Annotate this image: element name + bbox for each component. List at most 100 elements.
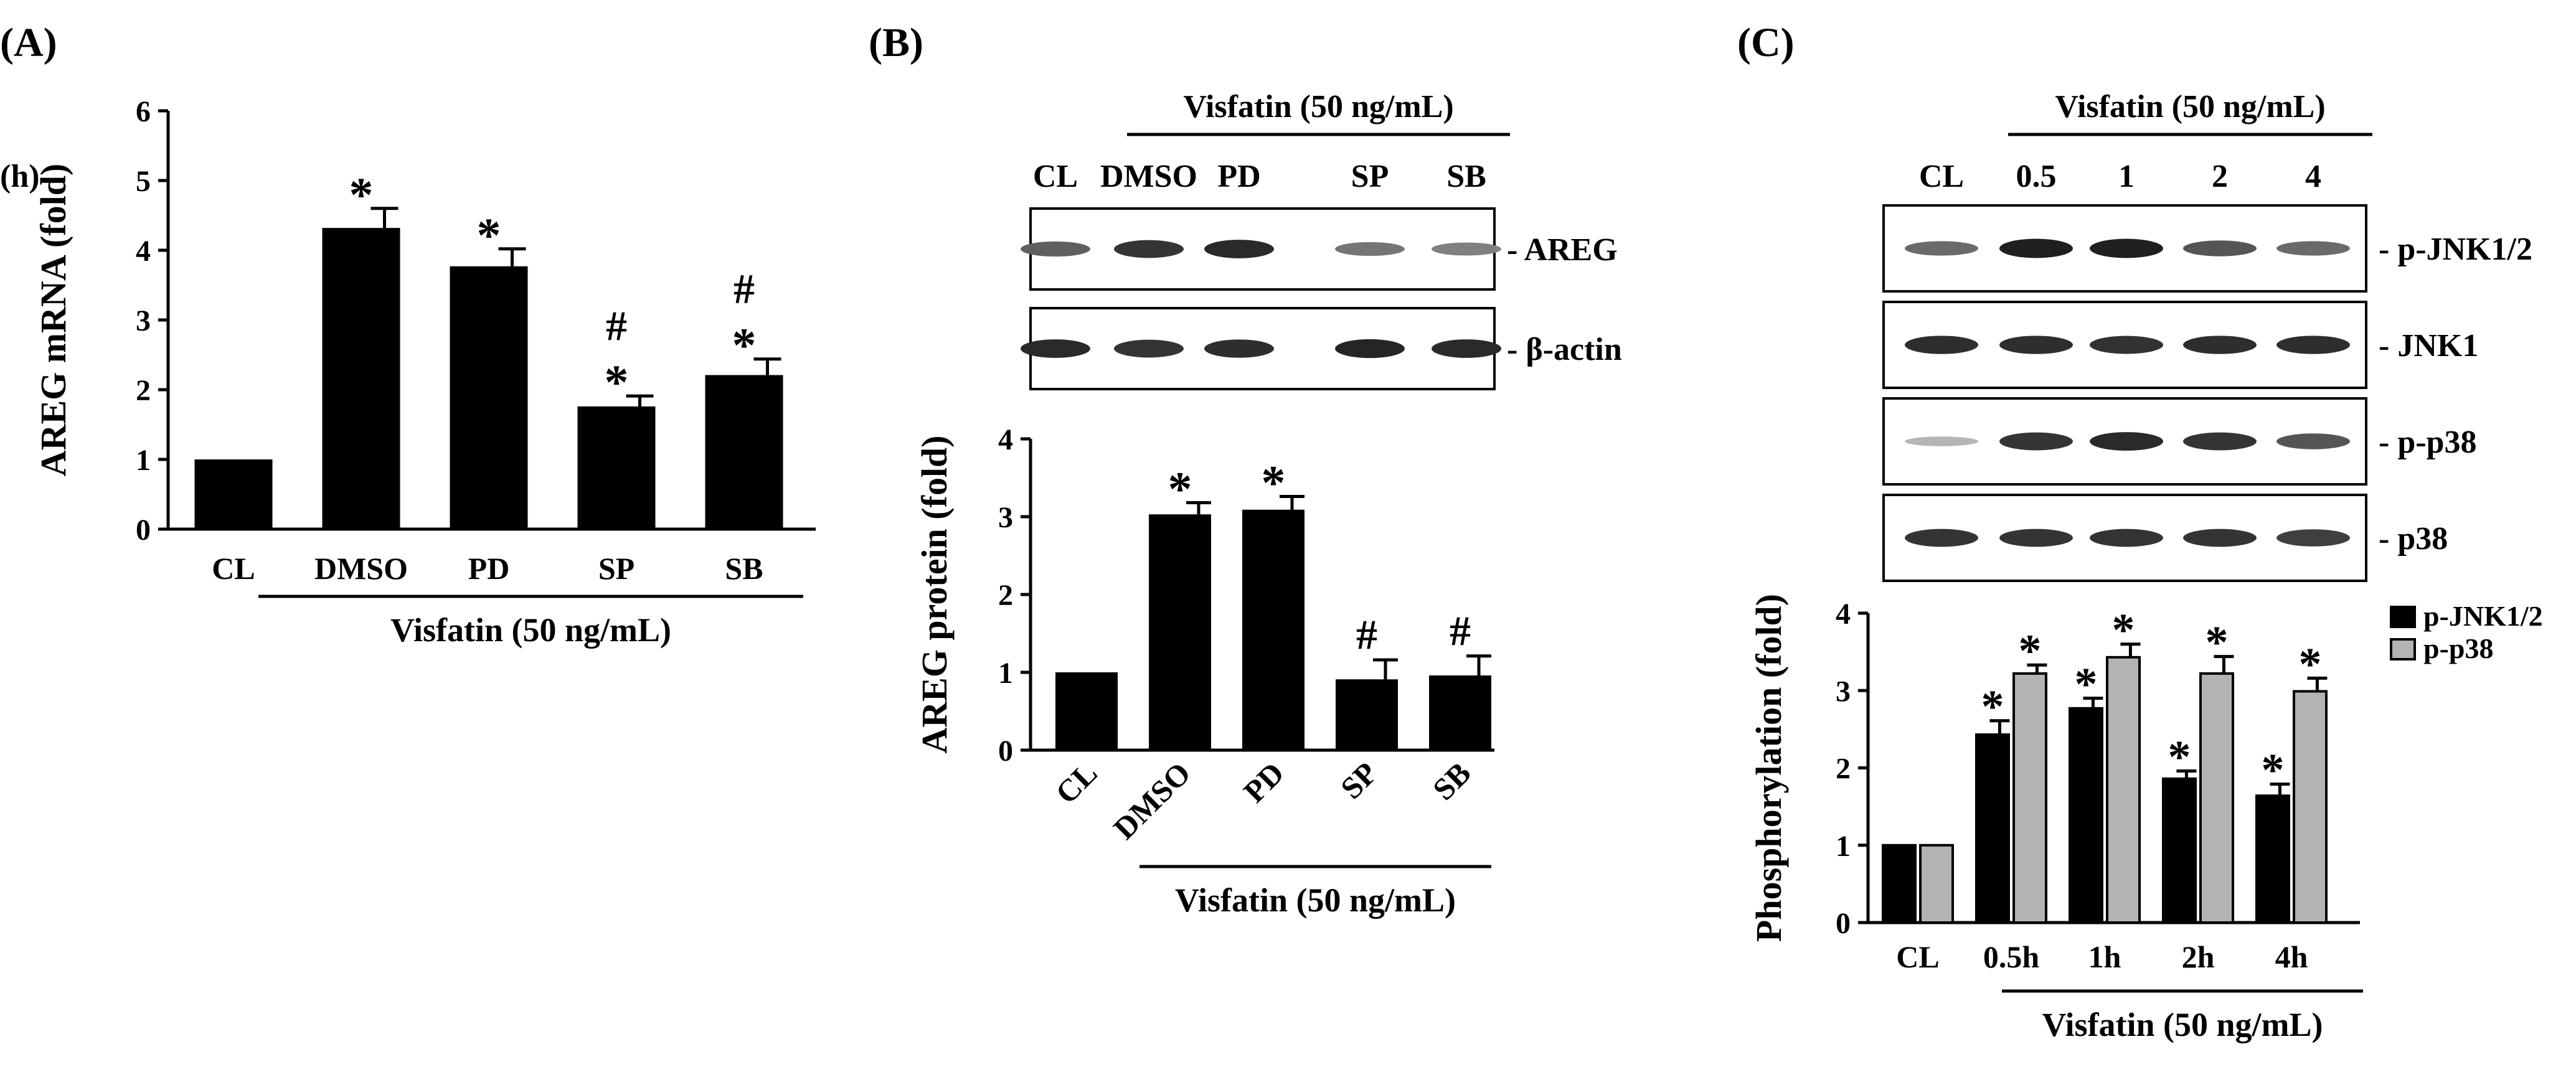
bar-p-jnk1-2-0-5h <box>1975 733 2010 924</box>
bar-dmso <box>1149 514 1211 750</box>
blot-header: Visfatin (50 ng/mL) <box>2055 89 2325 125</box>
bar-dmso <box>322 228 400 529</box>
panel-b-label: (B) <box>869 20 923 65</box>
blot-band <box>2276 433 2350 449</box>
x-tick-label: PD <box>1237 755 1291 809</box>
blot-band <box>2276 529 2350 547</box>
bar-p-p38-1h <box>2106 656 2141 924</box>
y-tick-label: 3 <box>136 304 151 337</box>
blot-band <box>1999 529 2073 547</box>
significance-asterisk: * <box>2168 731 2191 783</box>
x-tick-label: CL <box>212 551 255 586</box>
x-tick-label: SP <box>1334 755 1384 806</box>
bar-p-jnk1-2-cl <box>1882 844 1917 924</box>
x-tick-label: 4h <box>2275 939 2308 974</box>
legend-swatch <box>2390 638 2416 660</box>
bar-p-jnk1-2-2h <box>2162 777 2197 924</box>
x-tick-label: SB <box>725 551 763 586</box>
blot-band <box>2183 432 2257 451</box>
blot-lane-label: CL <box>1033 159 1078 194</box>
bar-sb <box>1429 675 1491 750</box>
bar-sp <box>577 406 656 529</box>
blot-band <box>1432 242 1501 256</box>
bar-sb <box>705 375 783 529</box>
y-tick-label: 0 <box>136 514 151 547</box>
y-tick-label: 0 <box>1836 907 1851 940</box>
legend-swatch <box>2390 606 2416 628</box>
x-tick-label: 1h <box>2088 939 2121 974</box>
blot-band <box>1905 241 1978 256</box>
panel-a-label: (A) <box>0 20 57 65</box>
group-label: Visfatin (50 ng/mL) <box>2042 1006 2323 1043</box>
y-tick-label: 1 <box>136 444 151 477</box>
x-tick-label: SB <box>1426 755 1478 807</box>
blot-lane-label: 1 <box>2118 159 2135 194</box>
blot-band <box>2183 336 2257 354</box>
y-tick-label: 3 <box>1836 675 1851 708</box>
panel-b: Visfatin (50 ng/mL)CL DMSO PD SP SB- AREG- β… <box>914 89 1622 919</box>
significance-asterisk: * <box>2019 626 2042 677</box>
group-label: Visfatin (50 ng/mL) <box>390 611 671 649</box>
blot-band <box>2090 529 2163 547</box>
bar-p-p38-2h <box>2199 672 2234 924</box>
blot-band <box>2090 238 2163 258</box>
significance-hash: # <box>1356 611 1377 658</box>
panel-c-label: (C) <box>1737 20 1795 65</box>
blot-band <box>1114 339 1184 358</box>
y-axis-title: AREG mRNA (fold) <box>33 164 73 477</box>
y-tick-label: 2 <box>998 579 1013 612</box>
significance-asterisk: * <box>349 167 374 222</box>
significance-asterisk: * <box>2206 618 2229 669</box>
blot-band <box>1905 529 1978 547</box>
bar-cl <box>1055 672 1118 750</box>
blot-band <box>2183 240 2257 256</box>
x-tick-label: DMSO <box>314 551 408 586</box>
blot-lane-label: CL <box>1919 159 1964 194</box>
blot-lane-label: PD <box>1217 159 1260 194</box>
bar-p-jnk1-2-4h <box>2255 794 2290 924</box>
group-label: Visfatin (50 ng/mL) <box>1175 881 1456 919</box>
y-tick-label: 2 <box>136 374 151 407</box>
blot-band <box>2276 336 2350 354</box>
significance-hash: # <box>734 265 755 313</box>
blot-band <box>1114 240 1184 258</box>
bar-p-p38-4h <box>2293 690 2328 924</box>
bar-p-p38-0-5h <box>2012 672 2047 924</box>
blot-lane-label: SB <box>1446 159 1486 194</box>
blot-band-label: - AREG <box>1507 232 1618 268</box>
significance-asterisk: * <box>1168 462 1192 516</box>
y-axis-title: AREG protein (fold) <box>914 435 955 753</box>
blot-band <box>1204 240 1274 258</box>
blot-lane-label: 2 <box>2212 159 2228 194</box>
blot-header: Visfatin (50 ng/mL) <box>1183 89 1453 125</box>
y-tick-label: 1 <box>1836 830 1851 863</box>
significance-asterisk: * <box>1262 456 1286 510</box>
significance-asterisk: * <box>2299 639 2322 690</box>
bar-p-jnk1-2-1h <box>2069 707 2103 924</box>
bar-sp <box>1336 679 1398 750</box>
y-tick-label: 4 <box>1836 598 1851 631</box>
x-tick-label: 2h <box>2182 939 2215 974</box>
blot-band-label: - p38 <box>2379 521 2448 557</box>
blot-band-label: - JNK1 <box>2379 328 2478 364</box>
significance-asterisk: * <box>732 318 757 372</box>
blot-band <box>2183 529 2257 547</box>
y-tick-label: 2 <box>1836 753 1851 786</box>
blot-band <box>1335 242 1405 256</box>
blot-band <box>1335 339 1405 359</box>
blot-band <box>1204 339 1274 358</box>
bar-pd <box>1242 509 1305 750</box>
blot-band-label: - p-p38 <box>2379 425 2476 460</box>
bar-cl <box>194 459 273 529</box>
blot-band <box>1021 241 1090 257</box>
significance-asterisk: * <box>477 208 501 262</box>
blot-band <box>1999 432 2073 451</box>
blot-lane-label: SP <box>1351 159 1389 194</box>
blot-unit-label: (h) <box>0 159 40 194</box>
blot-band <box>1905 336 1978 354</box>
legend-label: p-p38 <box>2423 632 2493 664</box>
blot-lane-label: DMSO <box>1100 159 1197 194</box>
x-tick-label: CL <box>1896 939 1939 974</box>
significance-asterisk: * <box>605 355 629 409</box>
y-tick-label: 1 <box>998 657 1013 690</box>
